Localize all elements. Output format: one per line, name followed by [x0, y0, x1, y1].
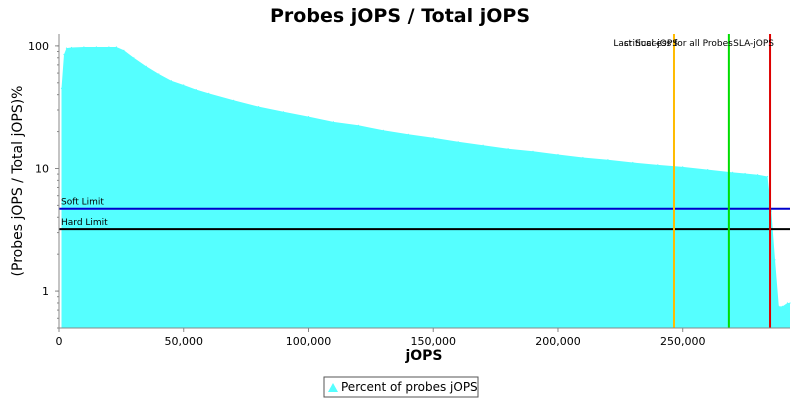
data-point — [707, 169, 709, 171]
data-point — [195, 89, 197, 91]
data-point — [63, 53, 65, 56]
data-point — [657, 164, 659, 166]
data-point — [507, 148, 509, 150]
data-point — [732, 171, 734, 173]
data-point — [757, 174, 759, 176]
data-point — [774, 259, 776, 261]
data-point — [307, 116, 310, 118]
data-point — [766, 175, 769, 178]
data-point — [258, 106, 260, 108]
data-point — [332, 121, 334, 123]
y-axis-label: (Probes jOPS / Total jOPS)% — [10, 86, 26, 277]
threshold-label-0: Soft Limit — [61, 198, 104, 208]
data-point — [607, 159, 609, 161]
y-tick-label: 100 — [28, 40, 49, 53]
data-point — [786, 302, 789, 304]
data-point — [682, 166, 684, 168]
y-tick-label: 10 — [35, 162, 49, 175]
data-point — [233, 99, 235, 101]
data-point — [115, 46, 117, 48]
data-point — [83, 46, 85, 48]
data-point — [557, 153, 559, 156]
threshold-lines: Soft Limit Hard Limit — [59, 198, 790, 231]
data-point — [108, 46, 110, 48]
legend-swatch — [328, 383, 338, 392]
data-point — [778, 305, 780, 307]
legend-label: Percent of probes jOPS — [341, 380, 478, 394]
data-point — [145, 65, 147, 67]
x-axis-ticks: 0 50,000 100,000 150,000 200,000 250,000 — [56, 328, 706, 348]
x-tick-label: 150,000 — [410, 335, 456, 348]
threshold-label-1: Hard Limit — [61, 218, 108, 228]
marker-label-2: SLA-jOPS — [733, 39, 774, 49]
data-point — [407, 133, 409, 135]
x-tick-label: 200,000 — [535, 335, 581, 348]
x-tick-label: 100,000 — [286, 335, 332, 348]
y-axis-ticks: 1 10 100 — [28, 40, 59, 329]
data-point — [65, 47, 68, 49]
data-point — [781, 305, 784, 307]
series-area-0 — [61, 47, 790, 328]
data-point — [123, 49, 125, 51]
y-tick-label: 1 — [42, 285, 49, 298]
data-point — [208, 92, 210, 94]
data-point — [158, 73, 160, 75]
x-axis-label: jOPS — [404, 348, 442, 364]
data-point — [133, 57, 135, 59]
legend-box — [323, 376, 479, 398]
data-point — [60, 87, 63, 89]
data-point — [183, 84, 185, 86]
data-point — [170, 80, 172, 82]
data-point — [382, 129, 384, 131]
legend: Percent of probes jOPS — [323, 376, 479, 398]
data-point — [482, 144, 484, 146]
data-point — [282, 111, 285, 113]
chart-title: Probes jOPS / Total jOPS — [270, 5, 530, 27]
data-point — [357, 124, 359, 126]
data-point — [582, 156, 584, 159]
marker-label-0: critical-jOPS — [624, 39, 678, 49]
data-point — [632, 161, 634, 164]
x-tick-label: 250,000 — [660, 335, 706, 348]
marker-label-1: Last Success for all Probes — [613, 39, 733, 49]
data-point — [789, 302, 791, 304]
data-point — [457, 141, 459, 143]
data-point — [95, 46, 97, 48]
area-layer — [60, 46, 791, 328]
x-tick-label: 0 — [56, 335, 63, 348]
data-point — [432, 137, 434, 139]
data-point — [532, 150, 534, 152]
data-point — [70, 46, 73, 49]
data-point — [744, 172, 746, 175]
x-tick-label: 50,000 — [164, 335, 203, 348]
